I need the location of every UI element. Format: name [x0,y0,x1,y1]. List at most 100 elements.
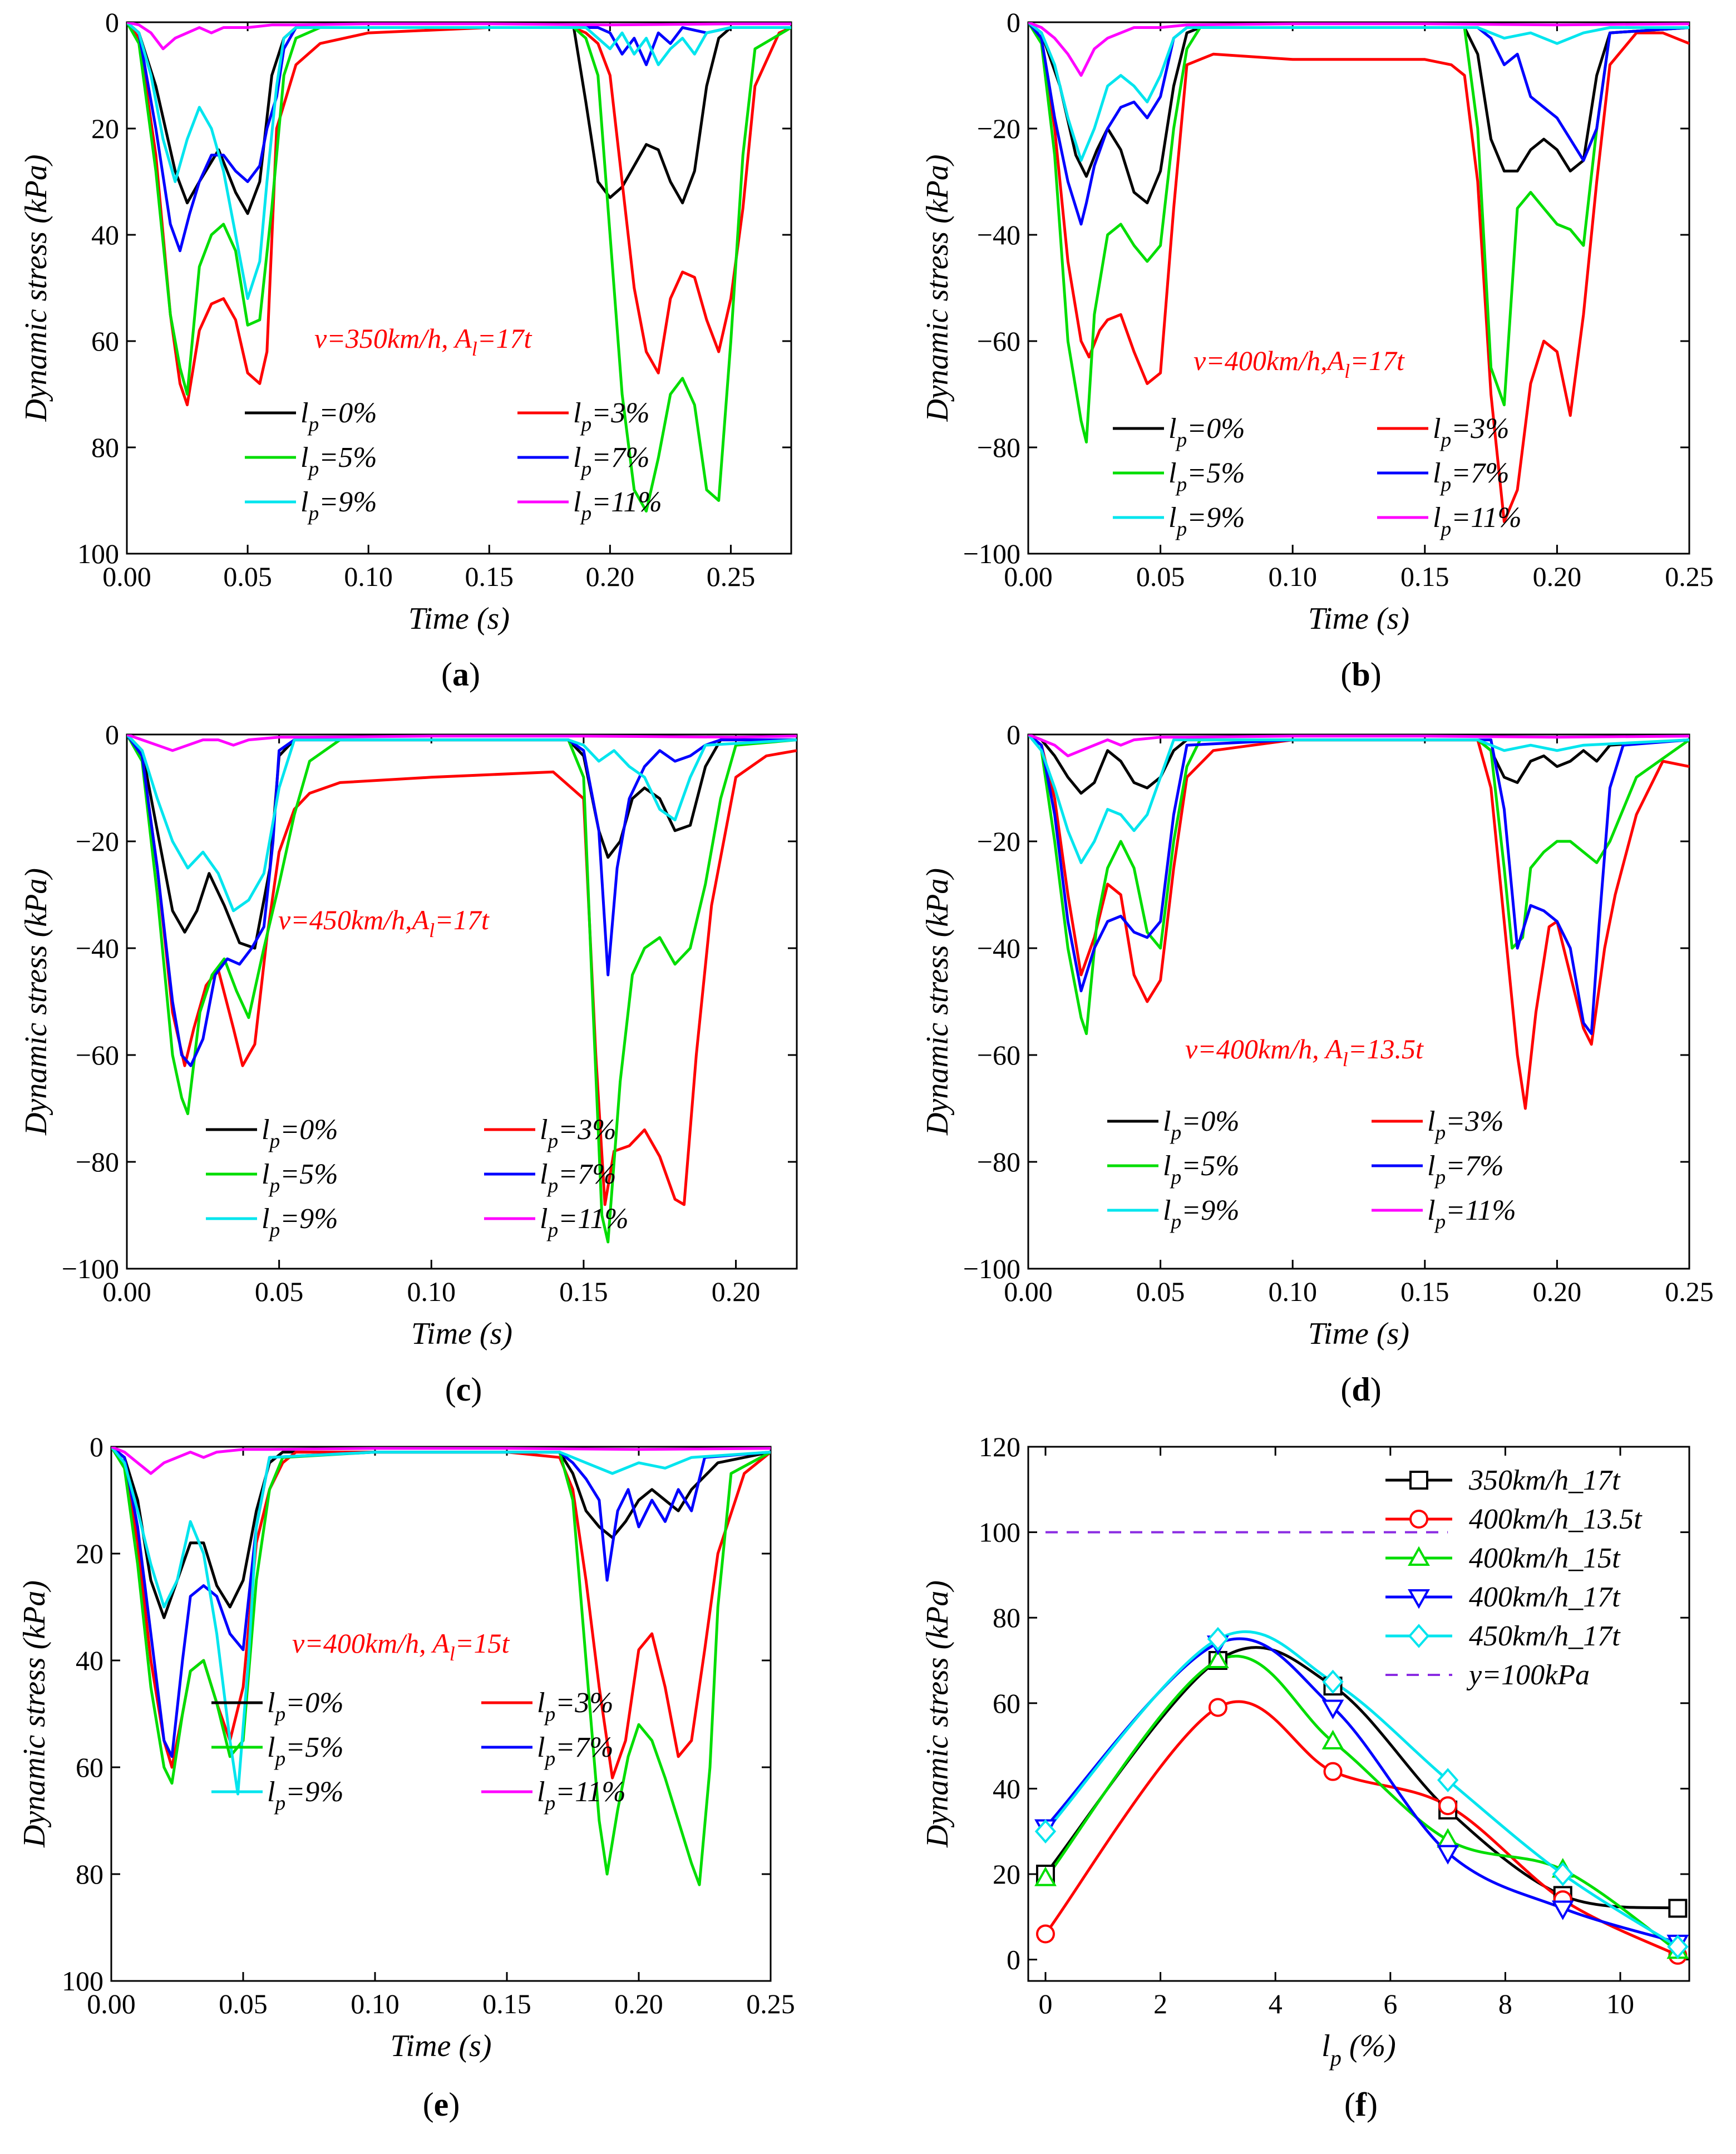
x-tick-label: 0.05 [1136,1276,1185,1307]
x-tick-label: 0.15 [465,561,514,592]
data-point [1208,1698,1227,1717]
data-point [1035,1924,1055,1944]
legend-label: 400km/h_17t [1469,1581,1621,1613]
x-tick-label: 0.10 [344,561,393,592]
legend-label: lp=11% [1433,502,1522,541]
plot-area [127,22,791,513]
y-tick-label: 80 [993,1602,1020,1633]
y-tick-label: 40 [91,219,119,250]
panel-c: 0.00 0.05 0.10 0.15 0.20 0 −20 −40 −60 −80 −100 Tim… [19,719,798,1408]
data-point [1408,1624,1430,1648]
legend-label: lp=7% [540,1159,617,1197]
x-axis-label: Time (s) [408,602,510,636]
x-tick-label: 0.15 [1400,561,1449,592]
x-tick-label: 0 [1038,1988,1052,2019]
legend: lp=0% lp=3% lp=5% lp=7% lp=9% lp=11% [245,397,662,525]
legend-label: lp=5% [262,1159,338,1197]
plot-area [1028,735,1689,1110]
y-tick-label: −80 [977,432,1020,463]
x-tick-label: 8 [1498,1988,1512,2019]
y-tick-label: −60 [977,326,1020,357]
x-tick-label: 0.00 [102,561,151,592]
x-tick-label: 0.15 [1400,1276,1449,1307]
series-line-lp5 [1028,22,1689,443]
legend-label: 400km/h_15t [1469,1542,1621,1574]
legend-label: 400km/h_13.5t [1469,1504,1643,1535]
y-tick-label: −20 [977,113,1020,144]
legend-label: lp=0% [262,1114,338,1153]
x-tick-label: 4 [1269,1988,1283,2019]
series-line-lp3 [111,1447,771,1780]
series-line-lp9 [111,1447,771,1796]
y-tick-label: −40 [977,219,1020,250]
x-tick-label: 0.05 [223,561,272,592]
x-axis-label: Time (s) [411,1317,512,1351]
legend-label: lp=7% [1427,1150,1504,1189]
data-point [1322,1669,1344,1694]
series-line-lp9 [127,735,797,913]
series-line-lp7 [127,22,791,253]
x-tick-label: 0.20 [614,1988,663,2019]
y-tick-label: −20 [76,826,119,857]
series-line-400kmh15t [1044,1655,1679,1953]
y-tick-label: −80 [977,1146,1020,1177]
y-axis-label: Dynamic stress (kPa) [920,1580,955,1848]
condition-annotation: v=400km/h, Al=13.5t [1185,1033,1424,1071]
data-point [1323,1762,1343,1781]
condition-annotation: v=400km/h, Al=15t [292,1628,510,1665]
legend-label: lp=9% [262,1203,338,1242]
x-tick-label: 0.05 [219,1988,268,2019]
x-tick-label: 0.05 [1136,561,1185,592]
data-point [1207,1626,1229,1652]
plot-frame [1027,733,1690,1270]
legend-label: lp=3% [1433,413,1510,452]
x-tick-label: 6 [1383,1988,1397,2019]
legend-label: lp=3% [573,397,650,436]
panel-e: 0.00 0.05 0.10 0.15 0.20 0.25 0 20 40 60 80 100 Time… [17,1431,795,2123]
legend-label: lp=9% [1168,502,1245,541]
x-tick-label: 0.15 [559,1276,608,1307]
x-tick-label: 0.05 [255,1276,304,1307]
y-tick-label: 20 [993,1859,1020,1890]
x-tick-label: 0.10 [1268,561,1317,592]
x-axis-label: Time (s) [1308,602,1409,636]
panel-label: (e) [423,2086,460,2123]
panel-label: (f) [1344,2086,1378,2123]
data-point [1034,1866,1057,1886]
x-axis-label: lp (%) [1321,2029,1396,2071]
series-line-lp5 [127,22,791,513]
legend-label: lp=3% [540,1114,617,1153]
data-point [1206,1648,1229,1668]
x-tick-label: 0.25 [746,1988,795,2019]
y-tick-label: 100 [77,538,119,569]
legend-label: lp=3% [537,1687,614,1726]
y-tick-label: 40 [76,1645,103,1676]
data-point [1409,1471,1428,1490]
panel-label: (a) [441,656,480,693]
y-tick-label: 0 [1007,1944,1020,1975]
panel-b: 0.00 0.05 0.10 0.15 0.20 0.25 0 −20 −40 −60 −80 −10… [920,7,1714,693]
y-tick-label: 20 [76,1538,103,1569]
legend-label: y=100kPa [1466,1659,1590,1691]
y-tick-label: 40 [993,1773,1020,1804]
legend-label: lp=7% [573,442,650,481]
x-tick-label: 0.15 [482,1988,531,2019]
series-line-lp11 [1028,22,1689,77]
x-tick-label: 0.20 [712,1276,761,1307]
plot-area [111,1447,771,1886]
y-axis-label: Dynamic stress (kPa) [17,1580,52,1848]
condition-annotation: v=400km/h,Al=17t [1194,345,1405,382]
legend-label: lp=3% [1427,1106,1504,1145]
series-line-lp11 [127,22,791,51]
legend-label: lp=11% [1427,1195,1516,1234]
legend-label: lp=0% [1163,1106,1240,1145]
y-tick-label: 60 [993,1688,1020,1719]
legend-label: lp=7% [537,1732,614,1771]
panel-label: (b) [1340,656,1381,693]
series-line-lp11 [127,735,797,752]
legend-label: 450km/h_17t [1469,1620,1621,1652]
x-axis-label: Time (s) [1308,1317,1409,1351]
y-tick-label: 80 [76,1859,103,1890]
plot-frame [110,1446,772,1982]
